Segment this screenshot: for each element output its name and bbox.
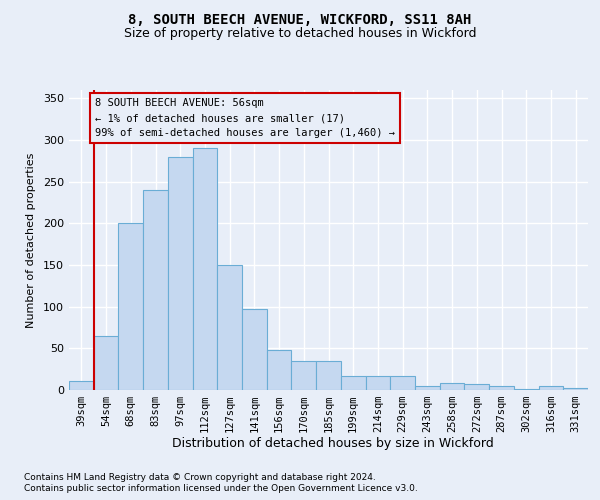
Bar [341, 376, 365, 390]
Bar [143, 190, 168, 390]
Y-axis label: Number of detached properties: Number of detached properties [26, 152, 36, 328]
Bar [440, 384, 464, 390]
Text: Distribution of detached houses by size in Wickford: Distribution of detached houses by size … [172, 438, 494, 450]
Text: 8, SOUTH BEECH AVENUE, WICKFORD, SS11 8AH: 8, SOUTH BEECH AVENUE, WICKFORD, SS11 8A… [128, 12, 472, 26]
Bar [365, 376, 390, 390]
Text: 8 SOUTH BEECH AVENUE: 56sqm
← 1% of detached houses are smaller (17)
99% of semi: 8 SOUTH BEECH AVENUE: 56sqm ← 1% of deta… [95, 98, 395, 138]
Bar [464, 384, 489, 390]
Bar [69, 381, 94, 390]
Bar [563, 388, 588, 390]
Bar [292, 361, 316, 390]
Bar [217, 265, 242, 390]
Bar [390, 376, 415, 390]
Text: Size of property relative to detached houses in Wickford: Size of property relative to detached ho… [124, 28, 476, 40]
Bar [193, 148, 217, 390]
Text: Contains public sector information licensed under the Open Government Licence v3: Contains public sector information licen… [24, 484, 418, 493]
Text: Contains HM Land Registry data © Crown copyright and database right 2024.: Contains HM Land Registry data © Crown c… [24, 472, 376, 482]
Bar [94, 336, 118, 390]
Bar [489, 386, 514, 390]
Bar [415, 386, 440, 390]
Bar [539, 386, 563, 390]
Bar [168, 156, 193, 390]
Bar [316, 361, 341, 390]
Bar [118, 224, 143, 390]
Bar [514, 389, 539, 390]
Bar [267, 350, 292, 390]
Bar [242, 309, 267, 390]
